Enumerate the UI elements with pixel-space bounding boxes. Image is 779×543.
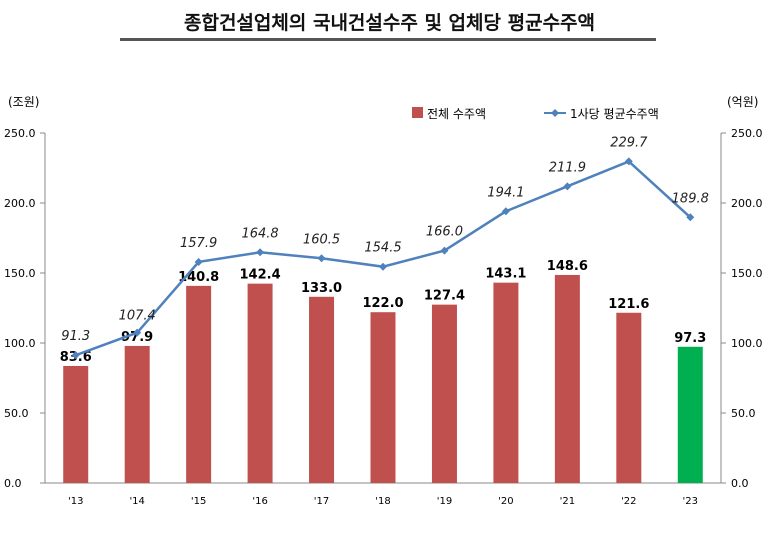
line-data-labels: 91.3 107.4 157.9 164.8 160.5 154.5 166.0 194.1 2… bbox=[61, 135, 709, 344]
left-tick-label: 100.0 bbox=[4, 337, 36, 350]
x-tick-label: '17 bbox=[314, 496, 329, 507]
right-tick-label: 100.0 bbox=[731, 337, 763, 350]
line-value-label: 91.3 bbox=[61, 329, 90, 344]
left-tick-label: 0.0 bbox=[4, 477, 22, 490]
right-tick-label: 0.0 bbox=[731, 477, 749, 490]
legend-line-marker bbox=[551, 109, 559, 117]
bar-value-label: 122.0 bbox=[362, 296, 403, 311]
line-value-label: 166.0 bbox=[426, 225, 463, 240]
line-point bbox=[440, 246, 449, 255]
bar bbox=[554, 274, 580, 483]
bar bbox=[493, 282, 519, 483]
x-tick-label: '18 bbox=[375, 496, 390, 507]
left-tick-label: 150.0 bbox=[4, 267, 36, 280]
bar-value-label: 148.6 bbox=[547, 259, 588, 274]
line-value-label: 157.9 bbox=[180, 236, 217, 251]
bar bbox=[186, 285, 212, 483]
bar bbox=[431, 304, 457, 483]
bar-value-label: 97.3 bbox=[674, 331, 706, 346]
line-point bbox=[563, 182, 572, 191]
line-point bbox=[71, 351, 80, 360]
line-point bbox=[379, 262, 387, 271]
title-underline bbox=[120, 38, 656, 41]
line-value-label: 194.1 bbox=[487, 185, 524, 200]
line-value-label: 189.8 bbox=[672, 191, 709, 206]
x-tick-label: '22 bbox=[621, 496, 636, 507]
bar bbox=[63, 365, 89, 483]
bar bbox=[677, 346, 703, 483]
bar-value-label: 133.0 bbox=[301, 281, 342, 296]
x-tick-label: '21 bbox=[560, 496, 575, 507]
x-tick-label: '13 bbox=[68, 496, 83, 507]
bar-value-label: 97.9 bbox=[121, 330, 153, 345]
left-axis-unit: (조원) bbox=[8, 95, 39, 109]
bar bbox=[247, 283, 273, 483]
right-tick-label: 50.0 bbox=[731, 407, 756, 420]
legend-bar-label: 전체 수주액 bbox=[427, 107, 486, 121]
bar-data-labels: 83.697.9140.8142.4133.0122.0127.4143.114… bbox=[60, 259, 707, 365]
right-tick-label: 200.0 bbox=[731, 197, 763, 210]
left-tick-label: 250.0 bbox=[4, 127, 36, 140]
bar-value-label: 143.1 bbox=[485, 267, 526, 282]
bar bbox=[616, 312, 642, 483]
line-point bbox=[133, 328, 142, 337]
line-point bbox=[624, 157, 633, 166]
bar bbox=[124, 345, 150, 483]
line-value-label: 107.4 bbox=[119, 309, 156, 324]
x-tick-label: '14 bbox=[129, 496, 144, 507]
line-value-label: 154.5 bbox=[364, 241, 401, 256]
x-tick-label: '20 bbox=[498, 496, 513, 507]
bar-value-label: 127.4 bbox=[424, 289, 465, 304]
right-axis-ticks: 0.0 50.0 100.0 150.0 200.0 250.0 bbox=[721, 127, 763, 490]
bar-value-label: 142.4 bbox=[240, 268, 281, 283]
line-point bbox=[194, 257, 203, 266]
left-tick-label: 50.0 bbox=[4, 407, 29, 420]
right-axis-unit: (억원) bbox=[727, 95, 758, 109]
legend: 전체 수주액 1사당 평균수주액 bbox=[412, 107, 659, 121]
x-tick-label: '15 bbox=[191, 496, 206, 507]
x-tick-label: '16 bbox=[252, 496, 267, 507]
legend-line-label: 1사당 평균수주액 bbox=[570, 107, 659, 121]
x-tick-label: '23 bbox=[683, 496, 698, 507]
bar-series bbox=[63, 274, 703, 483]
bar-value-label: 121.6 bbox=[608, 297, 649, 312]
line-value-label: 211.9 bbox=[549, 160, 586, 175]
line-point bbox=[501, 207, 510, 216]
left-axis-ticks: 0.0 50.0 100.0 150.0 200.0 250.0 bbox=[4, 127, 45, 490]
right-tick-label: 250.0 bbox=[731, 127, 763, 140]
line-point bbox=[686, 213, 695, 222]
line-value-label: 160.5 bbox=[303, 232, 340, 247]
line-value-label: 229.7 bbox=[610, 135, 648, 150]
bar bbox=[309, 296, 335, 483]
bar bbox=[370, 312, 396, 483]
chart-title: 종합건설업체의 국내건설수주 및 업체당 평균수주액 bbox=[183, 12, 596, 34]
x-tick-label: '19 bbox=[437, 496, 452, 507]
line-value-label: 164.8 bbox=[241, 226, 278, 241]
line-point bbox=[256, 248, 265, 257]
x-axis-ticks: '13 '14 '15 '16 '17 '18 '19 '20 '21 '22 '23 bbox=[68, 496, 698, 507]
line-point bbox=[317, 254, 326, 263]
right-tick-label: 150.0 bbox=[731, 267, 763, 280]
line-series bbox=[71, 157, 695, 360]
left-tick-label: 200.0 bbox=[4, 197, 36, 210]
legend-bar-swatch bbox=[412, 107, 423, 118]
